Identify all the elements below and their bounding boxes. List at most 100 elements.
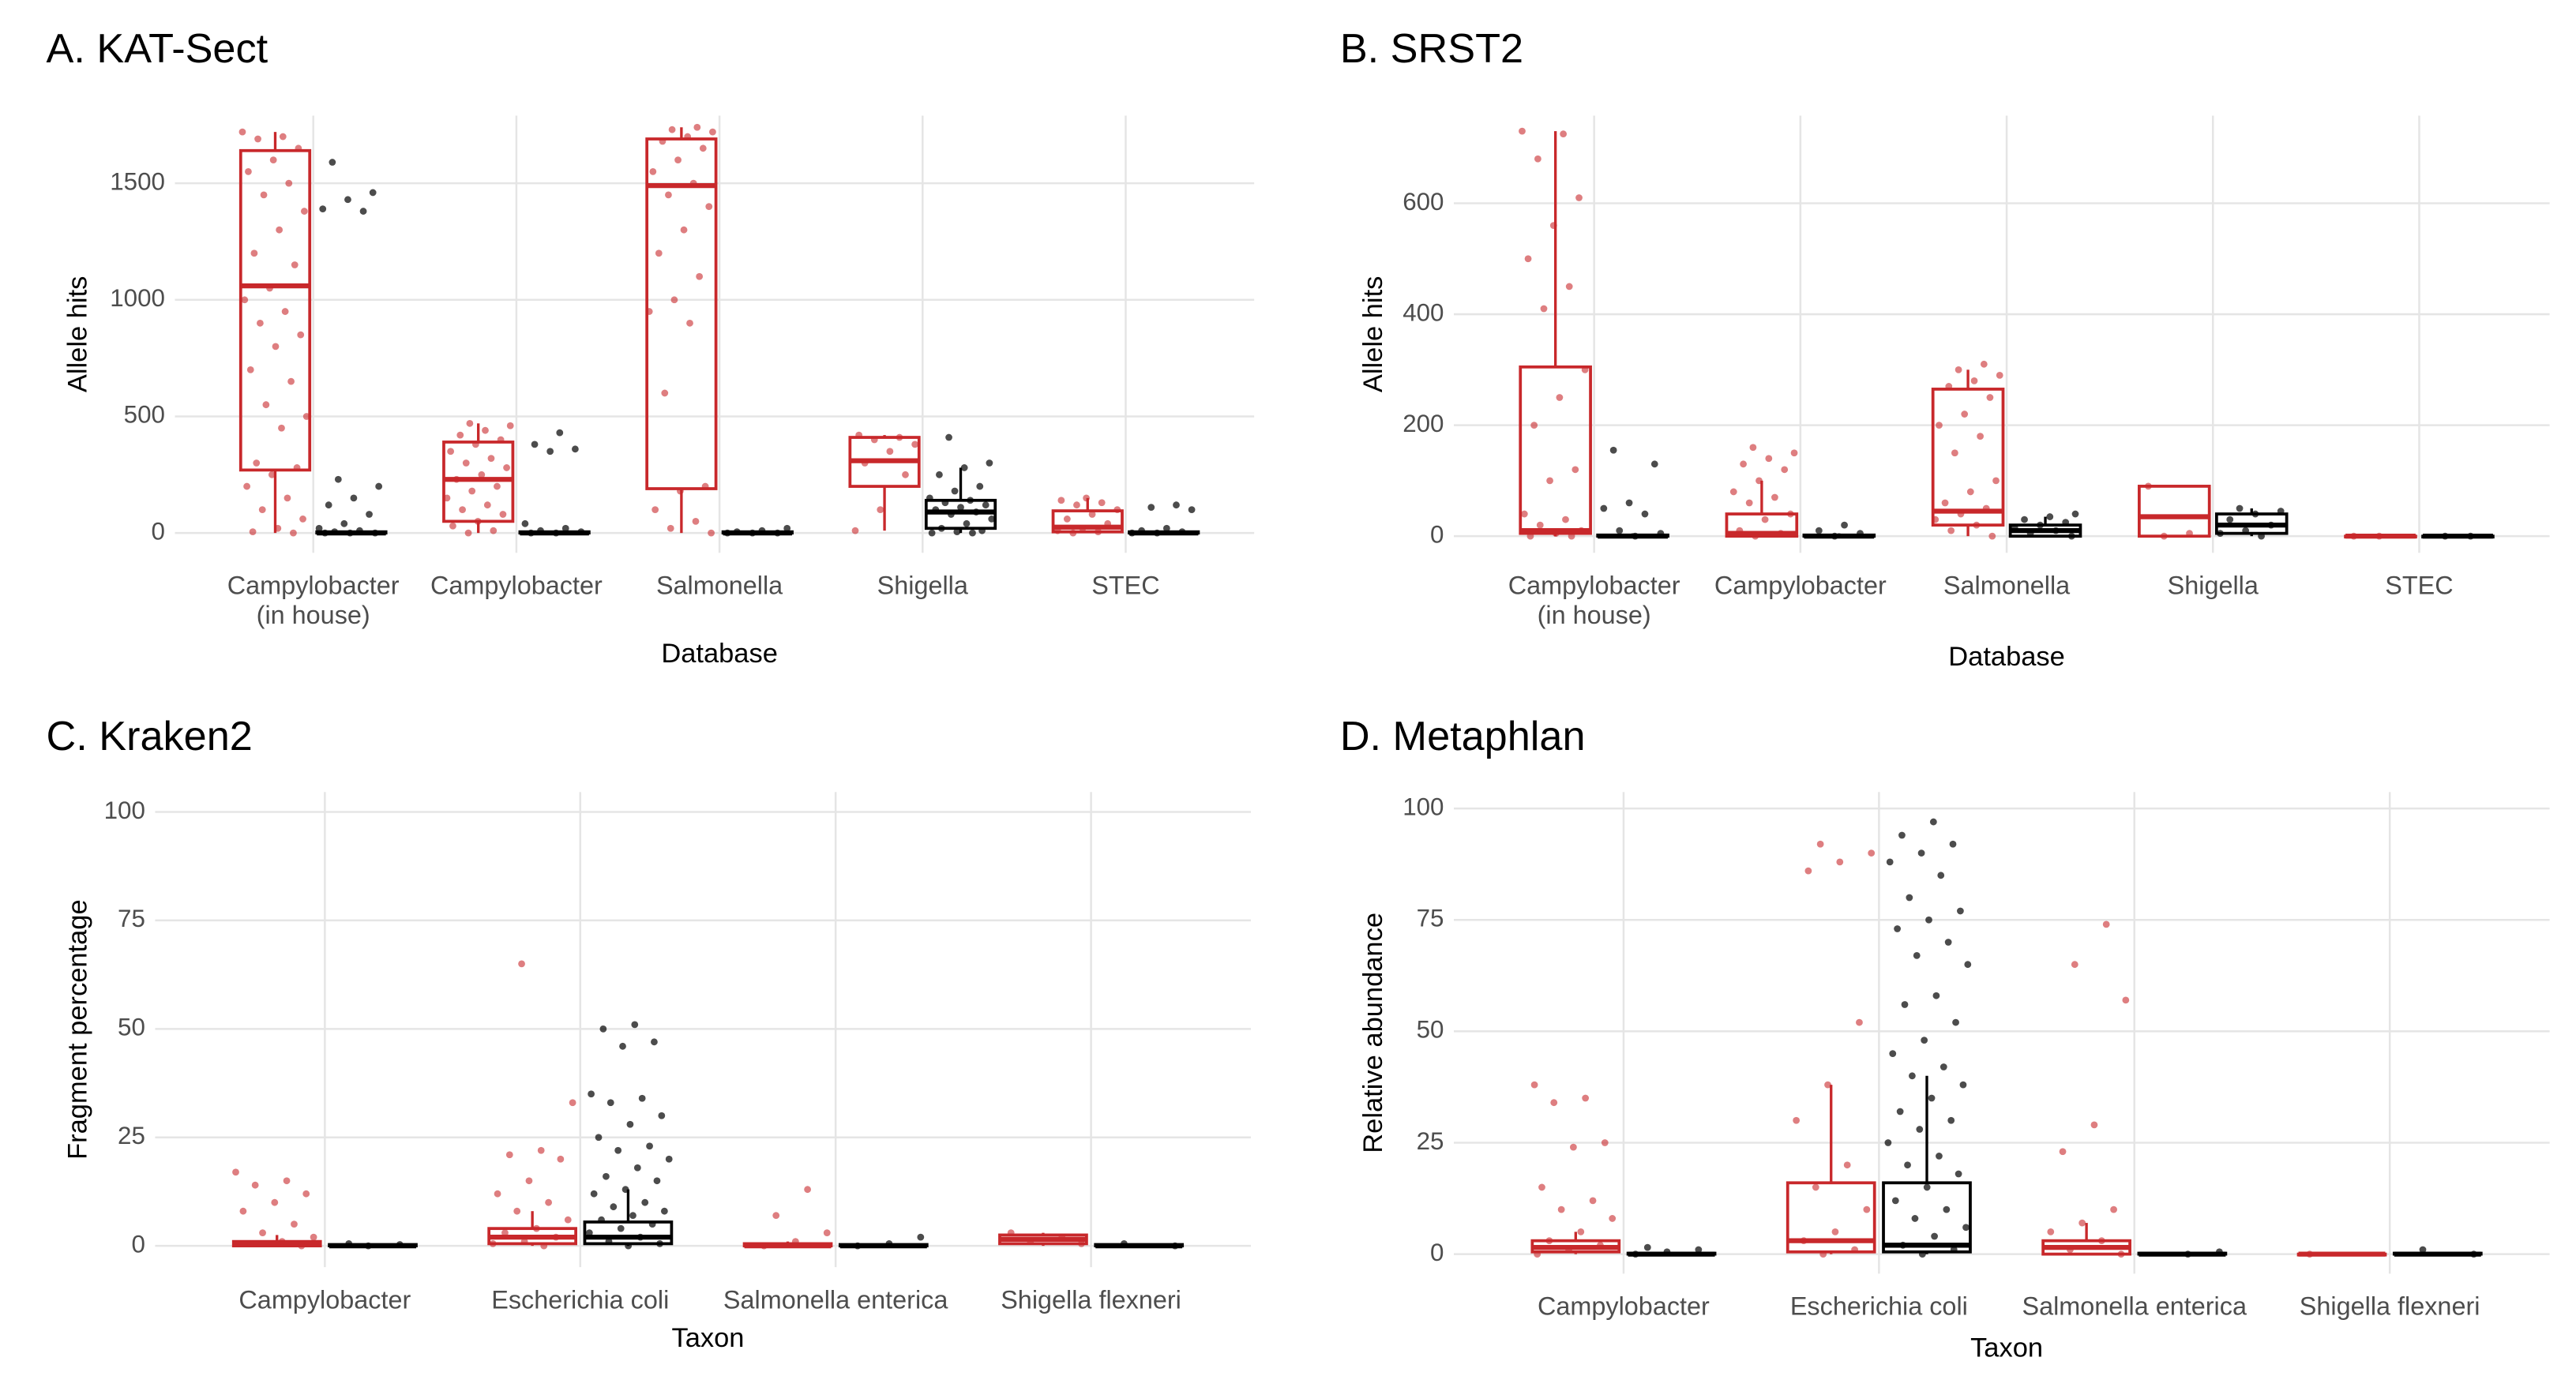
point xyxy=(585,1229,593,1237)
point xyxy=(686,319,693,327)
point xyxy=(537,1146,545,1154)
point xyxy=(936,471,943,478)
point xyxy=(1950,1246,1958,1254)
point xyxy=(1128,529,1136,537)
y-tick-label: 0 xyxy=(152,517,165,545)
point xyxy=(281,308,289,315)
point xyxy=(621,1186,629,1194)
point xyxy=(2226,516,2234,523)
point xyxy=(1562,516,1569,523)
point xyxy=(606,1099,614,1107)
point xyxy=(297,331,305,339)
point xyxy=(652,506,659,513)
point xyxy=(953,528,961,536)
point xyxy=(490,527,498,534)
point xyxy=(1884,1139,1892,1146)
point xyxy=(269,156,277,163)
point xyxy=(278,1238,286,1246)
point xyxy=(1552,530,1560,538)
point xyxy=(823,1229,831,1237)
point xyxy=(1632,532,1639,540)
point xyxy=(945,433,952,441)
point xyxy=(494,1190,501,1198)
point xyxy=(1916,1126,1924,1133)
point xyxy=(960,464,968,471)
point xyxy=(464,529,472,537)
x-tick-label: Campylobacter xyxy=(238,1287,411,1315)
point xyxy=(1986,394,1994,401)
y-tick-label: 400 xyxy=(1403,298,1444,326)
point xyxy=(1949,840,1957,848)
point xyxy=(2216,1248,2223,1256)
point xyxy=(926,494,933,502)
point xyxy=(1947,527,1955,534)
point xyxy=(298,1242,306,1250)
point xyxy=(1891,1197,1899,1205)
point xyxy=(1816,840,1824,848)
point xyxy=(1650,460,1658,468)
point xyxy=(1657,530,1665,538)
point xyxy=(552,1233,560,1241)
y-tick-label: 100 xyxy=(1403,793,1444,820)
point xyxy=(972,508,980,516)
point xyxy=(709,128,716,136)
point xyxy=(489,1240,497,1247)
point xyxy=(1831,532,1838,540)
point xyxy=(2467,532,2474,540)
point xyxy=(603,1172,610,1180)
point xyxy=(791,1238,799,1246)
point xyxy=(571,445,579,453)
point xyxy=(2047,1228,2055,1235)
point xyxy=(1886,858,1894,866)
point xyxy=(957,504,964,512)
point xyxy=(2306,1250,2314,1258)
point xyxy=(1937,872,1945,879)
point xyxy=(503,464,510,471)
box xyxy=(1051,509,1124,534)
point xyxy=(241,296,249,304)
point xyxy=(253,459,261,467)
point xyxy=(917,1233,925,1241)
point xyxy=(2117,1250,2125,1258)
point xyxy=(1577,1228,1585,1235)
point xyxy=(371,529,379,537)
point xyxy=(1171,1242,1179,1250)
point xyxy=(667,524,674,532)
x-tick-label: Campylobacter xyxy=(1714,572,1887,601)
point xyxy=(462,459,470,467)
point xyxy=(661,389,669,397)
point xyxy=(346,529,354,537)
point xyxy=(1098,499,1106,507)
y-tick-label: 75 xyxy=(1417,905,1444,932)
point xyxy=(699,144,707,152)
point xyxy=(531,441,539,448)
point xyxy=(356,527,363,534)
point xyxy=(595,1134,603,1142)
point xyxy=(633,1164,641,1172)
point xyxy=(1526,532,1534,540)
point xyxy=(723,529,731,537)
point xyxy=(1836,858,1844,866)
point xyxy=(1057,497,1065,504)
point xyxy=(334,475,342,483)
y-tick-label: 0 xyxy=(1430,520,1444,548)
point xyxy=(1565,1246,1572,1254)
point xyxy=(610,1203,618,1211)
point xyxy=(1616,527,1624,534)
point xyxy=(1899,1241,1907,1249)
point xyxy=(2097,1237,2105,1245)
point xyxy=(636,1233,644,1241)
point xyxy=(456,431,464,439)
box xyxy=(645,137,718,490)
point xyxy=(478,471,486,478)
point xyxy=(369,189,377,197)
point xyxy=(1923,1183,1931,1191)
point xyxy=(1851,1246,1858,1254)
point xyxy=(1597,1241,1604,1249)
point xyxy=(2046,513,2054,520)
point xyxy=(260,191,268,199)
point xyxy=(331,528,339,536)
point xyxy=(870,436,878,444)
point xyxy=(911,441,919,448)
